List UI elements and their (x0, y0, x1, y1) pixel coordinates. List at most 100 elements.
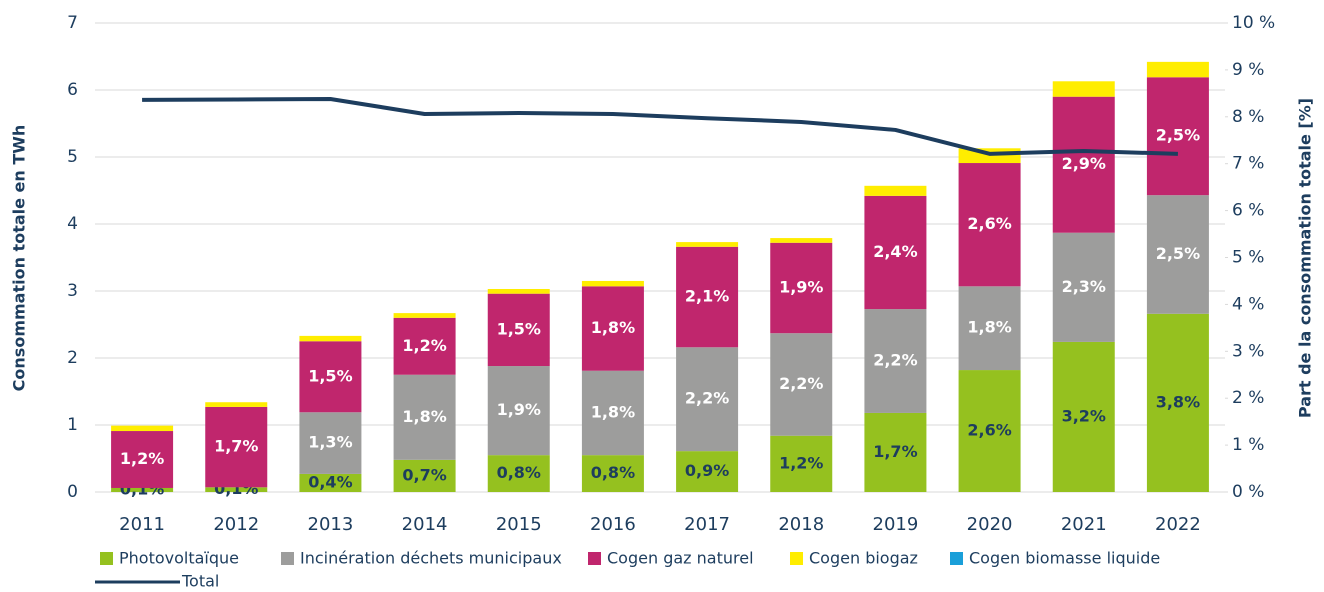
data-label: 2,5% (1156, 126, 1200, 145)
bar-segment (958, 370, 1021, 492)
x-tick-label: 2013 (308, 514, 354, 535)
x-tick-label: 2015 (496, 514, 542, 535)
y2-tick-label: 5 % (1232, 248, 1264, 268)
y-tick-label: 2 (67, 348, 78, 368)
x-tick-label: 2020 (967, 514, 1013, 535)
legend-label: Incinération déchets municipaux (300, 549, 562, 568)
data-label: 1,2% (120, 449, 164, 468)
y-tick-label: 0 (67, 482, 78, 502)
y2-tick-label: 10 % (1232, 13, 1275, 33)
data-label: 2,5% (1156, 244, 1200, 263)
data-label: 2,2% (779, 374, 823, 393)
data-label: 1,3% (308, 433, 352, 452)
y2-tick-label: 8 % (1232, 107, 1264, 127)
y-tick-label: 5 (67, 147, 78, 167)
bar-segment (111, 431, 174, 488)
legend-swatch (281, 552, 294, 565)
y2-tick-label: 3 % (1232, 341, 1264, 361)
bar-segment (770, 242, 833, 334)
bar-segment (958, 286, 1021, 371)
bar-segment (299, 341, 362, 413)
x-tick-label: 2012 (213, 514, 259, 535)
x-tick-label: 2018 (778, 514, 824, 535)
legend-swatch (100, 552, 113, 565)
bar-segment (676, 242, 739, 247)
data-label: 2,3% (1062, 277, 1106, 296)
data-label: 0,8% (497, 463, 541, 482)
y-axis-title: Consommation totale en TWh (10, 125, 29, 392)
data-label: 2,4% (873, 242, 917, 261)
bar-segment (676, 246, 739, 348)
x-tick-label: 2021 (1061, 514, 1107, 535)
bar-segment (770, 333, 833, 436)
data-label: 1,8% (967, 318, 1011, 337)
y-tick-label: 1 (67, 415, 78, 435)
bar-segment (487, 288, 550, 294)
y2-tick-label: 1 % (1232, 435, 1264, 455)
bar-segment (676, 451, 739, 492)
y2-tick-label: 4 % (1232, 294, 1264, 314)
legend-label: Photovoltaïque (119, 549, 239, 568)
data-label: 2,2% (873, 351, 917, 370)
bar-segment (770, 435, 833, 492)
bar-segment (299, 412, 362, 474)
bar-segment (299, 335, 362, 342)
bar-segment (864, 309, 927, 413)
x-tick-label: 2019 (873, 514, 919, 535)
bar-segment (205, 402, 268, 407)
legend-label: Cogen gaz naturel (607, 549, 754, 568)
x-tick-label: 2016 (590, 514, 636, 535)
bar-segment (393, 459, 456, 492)
bar-segment (1146, 77, 1209, 196)
data-label: 1,5% (308, 366, 352, 385)
bar-segment (393, 313, 456, 318)
data-label: 0,7% (402, 465, 446, 484)
bar-segment (205, 406, 268, 488)
data-label: 1,8% (591, 402, 635, 421)
y2-tick-label: 0 % (1232, 482, 1264, 502)
data-label: 1,2% (779, 453, 823, 472)
bar-segment (111, 487, 174, 492)
data-label: 1,9% (497, 400, 541, 419)
data-label: 0,9% (685, 461, 729, 480)
y-tick-label: 6 (67, 80, 78, 100)
bar-segment (581, 455, 644, 492)
data-label: 1,9% (779, 277, 823, 296)
legend-label: Total (181, 572, 219, 591)
data-label: 0,4% (308, 472, 352, 491)
data-label: 2,6% (967, 214, 1011, 233)
bar-segment (581, 370, 644, 456)
data-label: 2,2% (685, 389, 729, 408)
bar-segment (958, 163, 1021, 287)
data-label: 2,1% (685, 287, 729, 306)
total-line (142, 96, 1178, 156)
y2-tick-label: 9 % (1232, 60, 1264, 80)
y2-tick-label: 7 % (1232, 154, 1264, 174)
bar-segment (1146, 61, 1209, 78)
data-label: 1,7% (873, 442, 917, 461)
x-tick-label: 2017 (684, 514, 730, 535)
y2-tick-label: 6 % (1232, 201, 1264, 221)
legend-swatch (790, 552, 803, 565)
bar-segment (487, 293, 550, 367)
data-label: 0,8% (591, 463, 635, 482)
bar-segment (1052, 232, 1115, 342)
bar-segment (487, 455, 550, 492)
bar-segment (111, 425, 174, 432)
data-label: 1,7% (214, 437, 258, 456)
data-label: 1,8% (402, 407, 446, 426)
bar-segment (864, 412, 927, 492)
bar-segment (770, 238, 833, 243)
y-tick-label: 4 (67, 214, 78, 234)
bar-segment (864, 195, 927, 310)
legend-swatch (588, 552, 601, 565)
y2-axis-title: Part de la consommation totale [%] (1296, 98, 1315, 418)
bar-segment (581, 280, 644, 287)
x-tick-label: 2011 (119, 514, 165, 535)
y-tick-label: 3 (67, 281, 78, 301)
data-label: 3,8% (1156, 392, 1200, 411)
bar-segment (205, 487, 268, 492)
bar-segment (1052, 341, 1115, 492)
bar-segment (393, 317, 456, 375)
